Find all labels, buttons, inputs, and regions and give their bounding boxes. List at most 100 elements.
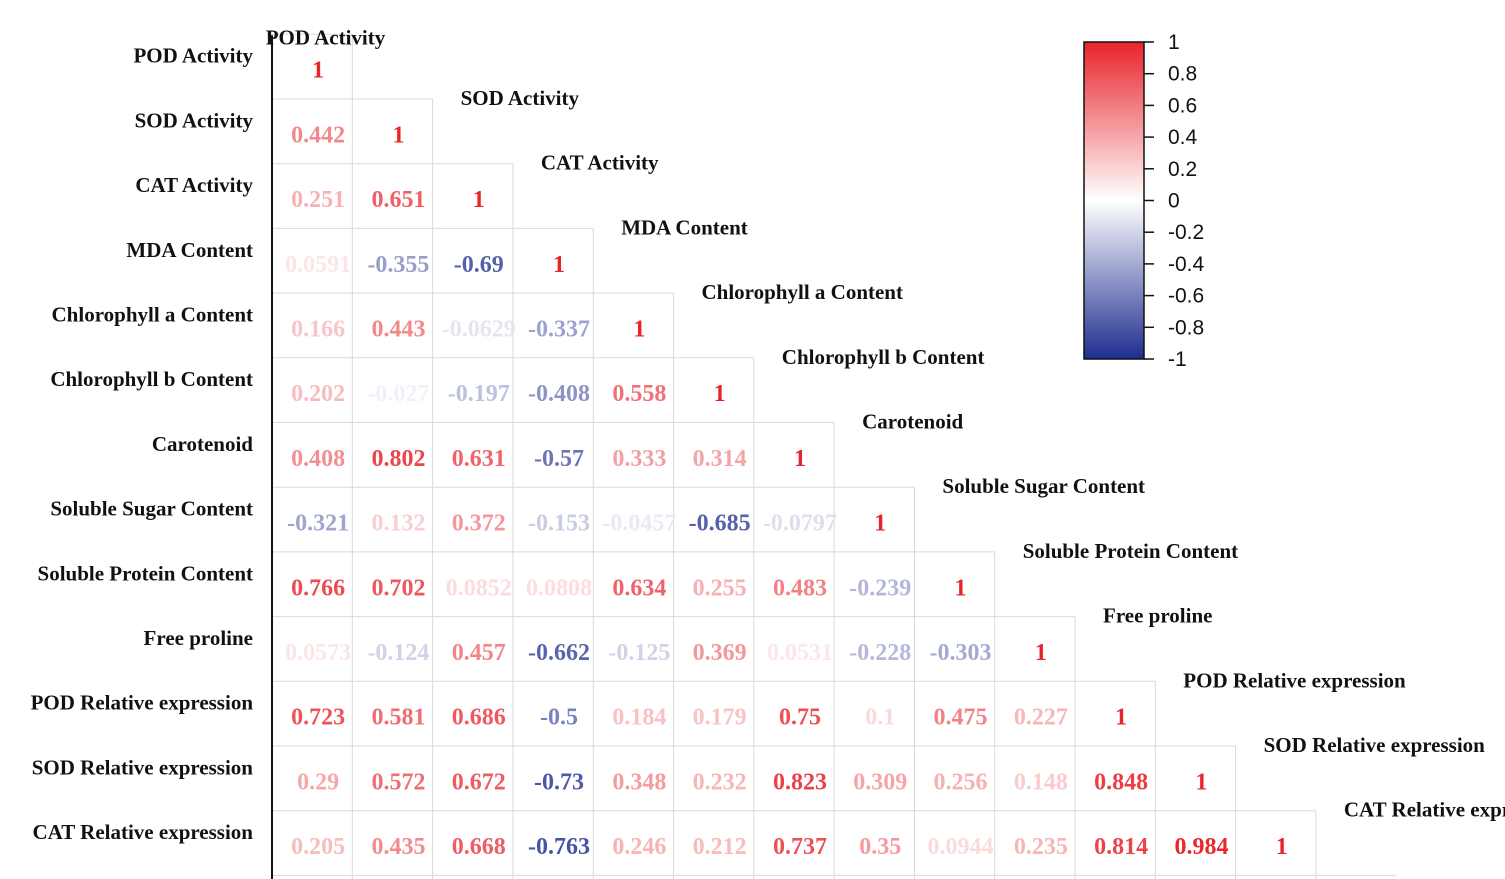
cell-value: -0.5 xyxy=(540,705,578,731)
cell-value: -0.027 xyxy=(367,381,429,407)
cell-value: 0.0944 xyxy=(928,834,994,860)
cell-value: 0.148 xyxy=(1014,769,1068,795)
cell-value: -0.0629 xyxy=(442,316,516,342)
column-label-sod-relative-expression: SOD Relative expression xyxy=(1264,733,1486,757)
row-label-pod-activity: POD Activity xyxy=(133,44,253,68)
row-label-soluble-protein-content: Soluble Protein Content xyxy=(38,561,253,585)
cell-value: 0.227 xyxy=(1014,705,1068,731)
column-label-cat-activity: CAT Activity xyxy=(541,151,659,175)
cell-value: 0.372 xyxy=(452,511,506,537)
cell-value: -0.73 xyxy=(534,769,584,795)
cell-value: 0.0852 xyxy=(446,575,512,601)
cell-value: 1 xyxy=(1195,769,1207,795)
cell-value: -0.228 xyxy=(849,640,911,666)
cell-value: 0.984 xyxy=(1174,834,1228,860)
row-labels: POD Activity SOD Activity CAT Activity MDA … xyxy=(31,44,254,844)
colorbar-tick-label: 1 xyxy=(1168,31,1180,54)
cell-value: 0.435 xyxy=(371,834,425,860)
column-label-cat-relative-expression: CAT Relative expression xyxy=(1344,798,1505,822)
cell-value: 0.443 xyxy=(371,316,425,342)
cell-value: 0.483 xyxy=(773,575,827,601)
colorbar-tick-label: -0.2 xyxy=(1168,221,1204,244)
colorbar-tick-label: 0.4 xyxy=(1168,126,1198,149)
heatmap-cells: 1 0.442 1 0.251 0.651 1 0.0591 -0.355 -0.69 1 0.16… xyxy=(285,58,1288,860)
cell-value: -0.0797 xyxy=(763,511,837,537)
cell-value: 0.457 xyxy=(452,640,506,666)
row-label-chlorophyll-b-content: Chlorophyll b Content xyxy=(50,367,253,391)
column-label-mda-content: MDA Content xyxy=(621,215,748,239)
cell-value: 0.848 xyxy=(1094,769,1148,795)
cell-value: 0.235 xyxy=(1014,834,1068,860)
cell-value: 0.0808 xyxy=(526,575,592,601)
cell-value: 1 xyxy=(1035,640,1047,666)
column-label-sod-activity: SOD Activity xyxy=(461,86,580,110)
cell-value: -0.57 xyxy=(534,446,584,472)
cell-value: -0.0457 xyxy=(602,511,676,537)
colorbar-tick-label: -0.6 xyxy=(1168,285,1204,308)
cell-value: 0.572 xyxy=(371,769,425,795)
column-label-pod-relative-expression: POD Relative expression xyxy=(1183,668,1406,692)
cell-value: 0.75 xyxy=(779,705,821,731)
cell-value: 0.702 xyxy=(371,575,425,601)
cell-value: -0.303 xyxy=(930,640,992,666)
cell-value: 0.29 xyxy=(297,769,339,795)
cell-value: 0.232 xyxy=(693,769,747,795)
cell-value: 0.631 xyxy=(452,446,506,472)
colorbar-tick-label: -0.8 xyxy=(1168,316,1204,339)
cell-value: 0.0573 xyxy=(285,640,351,666)
cell-value: -0.239 xyxy=(849,575,911,601)
cell-value: 0.581 xyxy=(371,705,425,731)
cell-value: 0.0531 xyxy=(767,640,833,666)
cell-value: 0.668 xyxy=(452,834,506,860)
colorbar-tick-label: -1 xyxy=(1168,348,1187,371)
cell-value: 0.212 xyxy=(693,834,747,860)
colorbar-tick-label: -0.4 xyxy=(1168,253,1205,276)
cell-value: 0.558 xyxy=(612,381,666,407)
cell-value: 1 xyxy=(874,511,886,537)
row-label-chlorophyll-a-content: Chlorophyll a Content xyxy=(52,302,253,326)
cell-value: -0.763 xyxy=(528,834,590,860)
cell-value: 0.132 xyxy=(371,511,425,537)
colorbar-tick-label: 0.2 xyxy=(1168,158,1197,181)
cell-value: 0.333 xyxy=(612,446,666,472)
column-label-chlorophyll-b-content: Chlorophyll b Content xyxy=(782,345,985,369)
column-label-carotenoid: Carotenoid xyxy=(862,410,963,434)
cell-value: 0.651 xyxy=(371,187,425,213)
cell-value: -0.153 xyxy=(528,511,590,537)
cell-value: 0.802 xyxy=(371,446,425,472)
cell-value: -0.197 xyxy=(448,381,510,407)
column-label-free-proline: Free proline xyxy=(1103,604,1212,628)
cell-value: -0.125 xyxy=(608,640,670,666)
cell-value: 0.442 xyxy=(291,122,345,148)
heatmap-axes xyxy=(271,35,273,879)
cell-value: 1 xyxy=(392,122,404,148)
colorbar-ticks: 1 0.8 0.6 0.4 0.2 0 -0.2 -0.4 -0.6 -0.8 -1 xyxy=(1144,31,1205,371)
column-labels: POD Activity SOD Activity CAT Activity MDA … xyxy=(266,25,1505,821)
cell-value: 0.766 xyxy=(291,575,345,601)
heatmap-grid xyxy=(271,33,1397,879)
cell-value: 0.256 xyxy=(934,769,988,795)
row-label-pod-relative-expression: POD Relative expression xyxy=(31,691,254,715)
row-label-sod-activity: SOD Activity xyxy=(135,108,254,132)
column-label-chlorophyll-a-content: Chlorophyll a Content xyxy=(702,280,903,304)
cell-value: 0.475 xyxy=(934,705,988,731)
cell-value: 0.202 xyxy=(291,381,345,407)
cell-value: 0.823 xyxy=(773,769,827,795)
cell-value: -0.662 xyxy=(528,640,590,666)
cell-value: 0.408 xyxy=(291,446,345,472)
row-label-cat-activity: CAT Activity xyxy=(135,173,253,197)
cell-value: 0.314 xyxy=(693,446,747,472)
cell-value: 0.246 xyxy=(612,834,666,860)
column-label-pod-activity: POD Activity xyxy=(266,25,386,49)
cell-value: 0.309 xyxy=(853,769,907,795)
cell-value: 1 xyxy=(553,252,565,278)
cell-value: 0.184 xyxy=(612,705,666,731)
colorbar-tick-label: 0.6 xyxy=(1168,94,1197,117)
cell-value: -0.355 xyxy=(367,252,429,278)
cell-value: 1 xyxy=(1276,834,1288,860)
cell-value: 1 xyxy=(794,446,806,472)
cell-value: -0.408 xyxy=(528,381,590,407)
cell-value: 0.255 xyxy=(693,575,747,601)
cell-value: 1 xyxy=(633,316,645,342)
cell-value: 0.205 xyxy=(291,834,345,860)
